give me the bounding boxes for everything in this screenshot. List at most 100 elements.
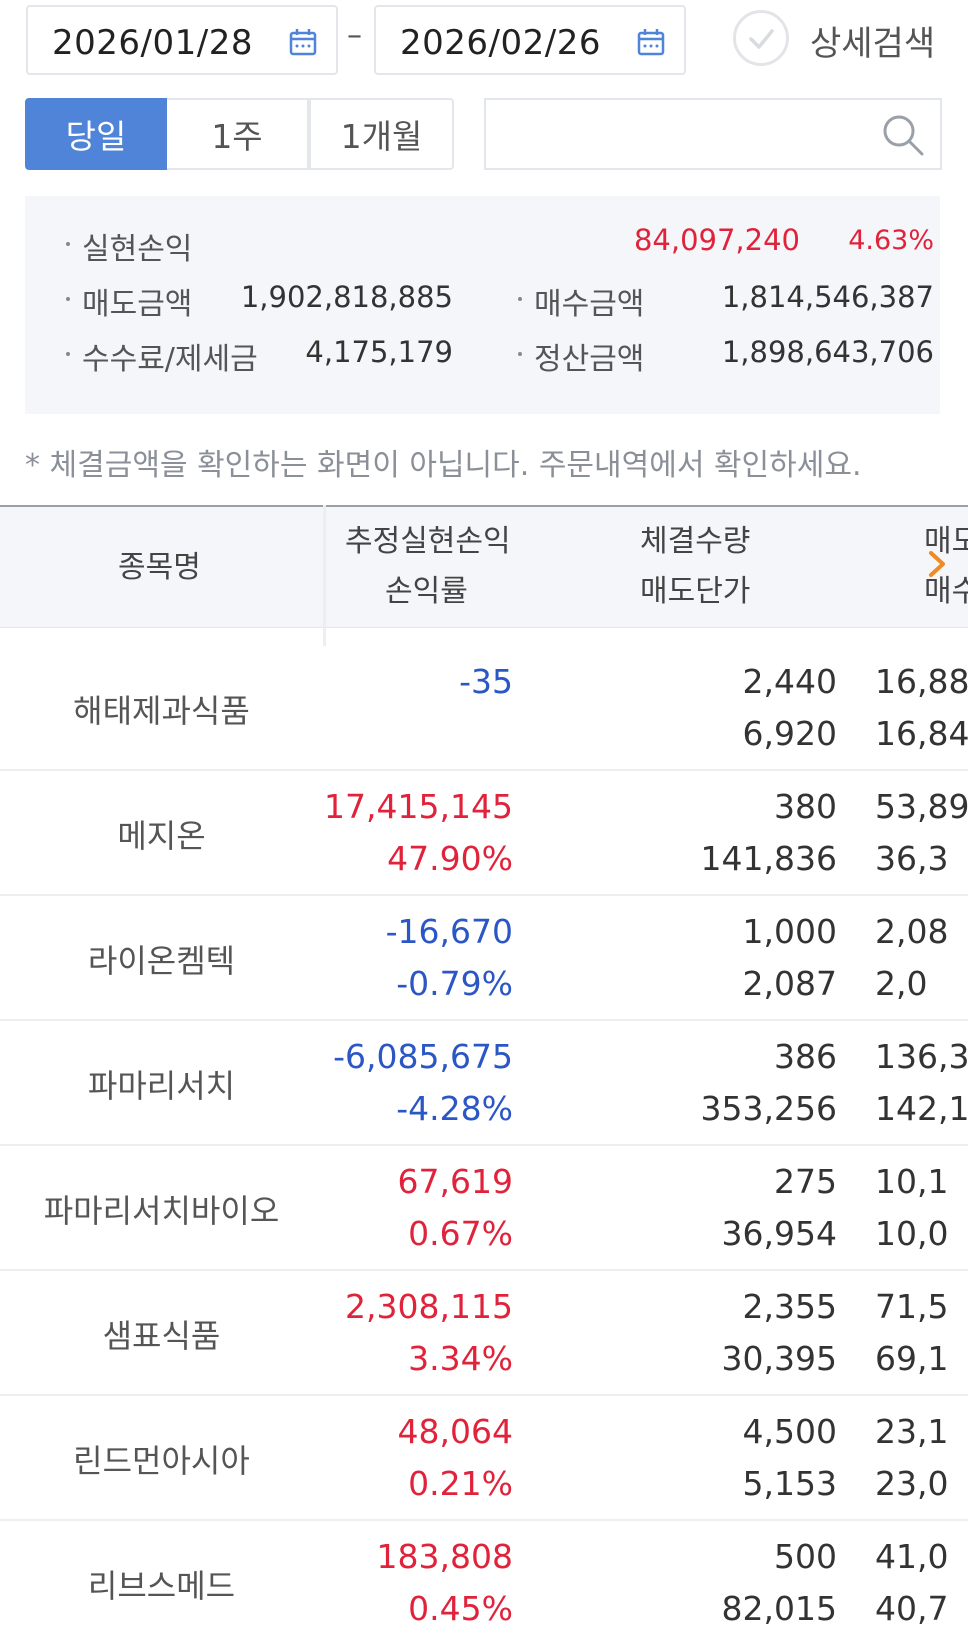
sell-amount-cell: 2,08 bbox=[875, 912, 949, 951]
table-row[interactable]: 파마리서치바이오 67,619 0.67% 275 36,954 10,1 10,0 bbox=[0, 1146, 968, 1271]
buy-amount-cell: 10,0 bbox=[875, 1214, 949, 1253]
buy-amount-cell: 23,0 bbox=[875, 1464, 949, 1503]
stock-name: 리브스메드 bbox=[87, 1566, 236, 1605]
estimated-pnl: -35 bbox=[459, 662, 513, 701]
sell-unit-price: 82,015 bbox=[721, 1589, 837, 1628]
table-row[interactable]: 메지온 17,415,145 47.90% 380 141,836 53,89 36,3 bbox=[0, 771, 968, 896]
pnl-rate: 0.21% bbox=[408, 1464, 513, 1503]
realized-pnl-rate: 4.63% bbox=[848, 225, 934, 256]
filled-quantity: 2,440 bbox=[742, 662, 837, 701]
detail-search-label[interactable]: 상세검색 bbox=[810, 24, 936, 64]
buy-amount-value: 1,814,546,387 bbox=[721, 280, 934, 314]
filled-quantity: 2,355 bbox=[742, 1287, 837, 1326]
filled-quantity: 275 bbox=[774, 1162, 837, 1201]
estimated-pnl: 67,619 bbox=[397, 1162, 513, 1201]
pnl-rate: -4.28% bbox=[396, 1089, 513, 1128]
sell-unit-price: 30,395 bbox=[721, 1339, 837, 1378]
realized-pnl-value: 84,097,240 bbox=[633, 223, 800, 257]
sell-amount-cell: 136,3 bbox=[875, 1037, 968, 1076]
bullet-dot bbox=[518, 297, 522, 301]
buy-amount-cell: 16,84 bbox=[875, 714, 968, 753]
sell-unit-price: 36,954 bbox=[721, 1214, 837, 1253]
stock-name: 샘표식품 bbox=[102, 1316, 221, 1355]
date-to-text: 2026/02/26 bbox=[400, 23, 601, 63]
chevron-right-icon[interactable] bbox=[926, 550, 948, 578]
estimated-pnl: 2,308,115 bbox=[345, 1287, 513, 1326]
buy-amount-cell: 69,1 bbox=[875, 1339, 949, 1378]
estimated-pnl: -16,670 bbox=[385, 912, 513, 951]
header-name: 종목명 bbox=[118, 550, 201, 585]
stock-name: 라이온켐텍 bbox=[87, 941, 236, 980]
date-from-field[interactable]: 2026/01/28 bbox=[26, 5, 338, 75]
table-row[interactable]: 린드먼아시아 48,064 0.21% 4,500 5,153 23,1 23,0 bbox=[0, 1396, 968, 1521]
table-row[interactable]: 라이온켐텍 -16,670 -0.79% 1,000 2,087 2,08 2,0 bbox=[0, 896, 968, 1021]
fee-tax-value: 4,175,179 bbox=[305, 335, 453, 369]
sell-amount-cell: 53,89 bbox=[875, 787, 968, 826]
date-from-text: 2026/01/28 bbox=[52, 23, 253, 63]
period-button-today[interactable]: 당일 bbox=[25, 98, 167, 170]
sell-unit-price: 5,153 bbox=[742, 1464, 837, 1503]
header-sell-price: 매도단가 bbox=[640, 574, 751, 609]
buy-amount-cell: 2,0 bbox=[875, 964, 928, 1003]
pnl-rate: 0.67% bbox=[408, 1214, 513, 1253]
calendar-icon[interactable] bbox=[288, 27, 318, 57]
detail-search-checkbox[interactable] bbox=[733, 10, 789, 66]
settle-amount-value: 1,898,643,706 bbox=[721, 335, 934, 369]
stock-name: 메지온 bbox=[117, 816, 206, 855]
date-separator: – bbox=[347, 18, 362, 53]
estimated-pnl: -6,085,675 bbox=[333, 1037, 513, 1076]
sell-unit-price: 141,836 bbox=[700, 839, 837, 878]
filled-quantity: 4,500 bbox=[742, 1412, 837, 1451]
sell-amount-cell: 23,1 bbox=[875, 1412, 949, 1451]
table-row[interactable]: 해태제과식품 -35 2,440 6,920 16,88 16,84 bbox=[0, 646, 968, 771]
notice-text: * 체결금액을 확인하는 화면이 아닙니다. 주문내역에서 확인하세요. bbox=[25, 448, 862, 483]
check-icon bbox=[749, 29, 774, 49]
period-button-1month[interactable]: 1개월 bbox=[309, 98, 454, 170]
summary-panel: 실현손익 84,097,240 4.63% 매도금액 1,902,818,885… bbox=[25, 196, 940, 414]
header-pnl: 추정실현손익 bbox=[345, 524, 511, 559]
estimated-pnl: 48,064 bbox=[397, 1412, 513, 1451]
filled-quantity: 500 bbox=[774, 1537, 837, 1576]
table-row[interactable]: 샘표식품 2,308,115 3.34% 2,355 30,395 71,5 69,1 bbox=[0, 1271, 968, 1396]
period-button-1week[interactable]: 1주 bbox=[167, 98, 309, 170]
sell-unit-price: 6,920 bbox=[742, 714, 837, 753]
header-qty: 체결수량 bbox=[640, 524, 751, 559]
stock-name: 린드먼아시아 bbox=[73, 1441, 250, 1480]
search-icon[interactable] bbox=[880, 112, 926, 158]
stock-name: 파마리서치바이오 bbox=[43, 1191, 280, 1230]
stock-name: 해태제과식품 bbox=[73, 691, 250, 730]
search-input[interactable] bbox=[496, 110, 856, 158]
buy-amount-cell: 142,1 bbox=[875, 1089, 968, 1128]
settle-amount-label: 정산금액 bbox=[534, 342, 645, 377]
header-amount-2: 매수 bbox=[924, 574, 968, 609]
filled-quantity: 1,000 bbox=[742, 912, 837, 951]
table-header: 종목명 추정실현손익 손익률 체결수량 매도단가 매도 매수 bbox=[0, 505, 968, 628]
sell-amount-cell: 71,5 bbox=[875, 1287, 949, 1326]
bullet-dot bbox=[66, 297, 70, 301]
bullet-dot bbox=[518, 352, 522, 356]
pnl-rate: 0.45% bbox=[408, 1589, 513, 1628]
buy-amount-cell: 36,3 bbox=[875, 839, 949, 878]
estimated-pnl: 183,808 bbox=[376, 1537, 513, 1576]
sell-unit-price: 2,087 bbox=[742, 964, 837, 1003]
table-row[interactable]: 리브스메드 183,808 0.45% 500 82,015 41,0 40,7 bbox=[0, 1521, 968, 1640]
buy-amount-cell: 40,7 bbox=[875, 1589, 949, 1628]
sell-amount-cell: 41,0 bbox=[875, 1537, 949, 1576]
fee-tax-label: 수수료/제세금 bbox=[82, 342, 258, 377]
sell-amount-cell: 10,1 bbox=[875, 1162, 949, 1201]
sell-unit-price: 353,256 bbox=[700, 1089, 837, 1128]
table-row[interactable]: 파마리서치 -6,085,675 -4.28% 386 353,256 136,3 142,… bbox=[0, 1021, 968, 1146]
buy-amount-label: 매수금액 bbox=[534, 287, 645, 322]
pnl-rate: -0.79% bbox=[396, 964, 513, 1003]
filled-quantity: 380 bbox=[774, 787, 837, 826]
stock-name: 파마리서치 bbox=[87, 1066, 236, 1105]
header-pnl-rate: 손익률 bbox=[385, 574, 468, 609]
estimated-pnl: 17,415,145 bbox=[324, 787, 513, 826]
date-to-field[interactable]: 2026/02/26 bbox=[374, 5, 686, 75]
sell-amount-cell: 16,88 bbox=[875, 662, 968, 701]
realized-pnl-label: 실현손익 bbox=[82, 232, 193, 267]
search-box[interactable] bbox=[484, 98, 942, 170]
pnl-rate: 3.34% bbox=[408, 1339, 513, 1378]
calendar-icon[interactable] bbox=[636, 27, 666, 57]
pnl-rate: 47.90% bbox=[387, 839, 513, 878]
